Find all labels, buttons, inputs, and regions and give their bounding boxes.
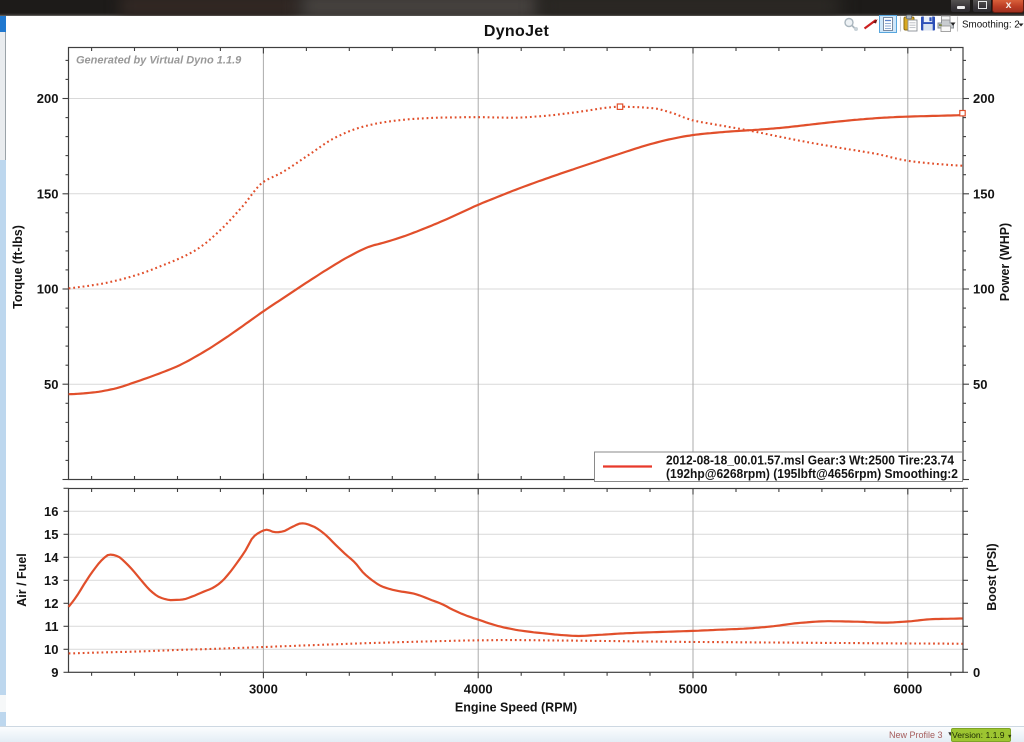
svg-text:13: 13 bbox=[44, 573, 58, 588]
svg-text:6000: 6000 bbox=[893, 682, 922, 697]
svg-text:100: 100 bbox=[973, 282, 995, 297]
svg-text:Air / Fuel: Air / Fuel bbox=[15, 553, 29, 606]
svg-text:0: 0 bbox=[973, 665, 980, 680]
svg-text:Torque (ft-lbs): Torque (ft-lbs) bbox=[11, 225, 25, 309]
svg-text:4000: 4000 bbox=[464, 682, 493, 697]
svg-text:12: 12 bbox=[44, 596, 58, 611]
svg-text:50: 50 bbox=[973, 377, 987, 392]
svg-text:100: 100 bbox=[37, 282, 59, 297]
svg-text:5000: 5000 bbox=[679, 682, 708, 697]
svg-text:50: 50 bbox=[44, 377, 58, 392]
svg-text:Power (WHP): Power (WHP) bbox=[998, 223, 1012, 301]
svg-text:Engine Speed (RPM): Engine Speed (RPM) bbox=[455, 701, 577, 715]
svg-text:14: 14 bbox=[44, 550, 59, 565]
svg-text:150: 150 bbox=[973, 186, 995, 201]
svg-text:16: 16 bbox=[44, 504, 58, 519]
svg-text:11: 11 bbox=[45, 619, 59, 634]
svg-text:10: 10 bbox=[44, 642, 58, 657]
svg-text:150: 150 bbox=[37, 186, 59, 201]
svg-text:2012-08-18_00.01.57.msl Gear:3: 2012-08-18_00.01.57.msl Gear:3 Wt:2500 T… bbox=[666, 454, 954, 468]
svg-text:Smoothing: 2: Smoothing: 2 bbox=[962, 20, 1020, 31]
svg-text:200: 200 bbox=[37, 91, 59, 106]
svg-text:200: 200 bbox=[973, 91, 995, 106]
svg-text:15: 15 bbox=[44, 527, 58, 542]
svg-text:9: 9 bbox=[51, 665, 58, 680]
svg-text:Boost (PSI): Boost (PSI) bbox=[985, 543, 999, 610]
svg-text:(192hp@6268rpm) (195lbft@4656r: (192hp@6268rpm) (195lbft@4656rpm) Smooth… bbox=[666, 467, 958, 481]
svg-text:3000: 3000 bbox=[249, 682, 278, 697]
svg-text:Generated by Virtual Dyno 1.1.: Generated by Virtual Dyno 1.1.9 bbox=[76, 55, 242, 67]
